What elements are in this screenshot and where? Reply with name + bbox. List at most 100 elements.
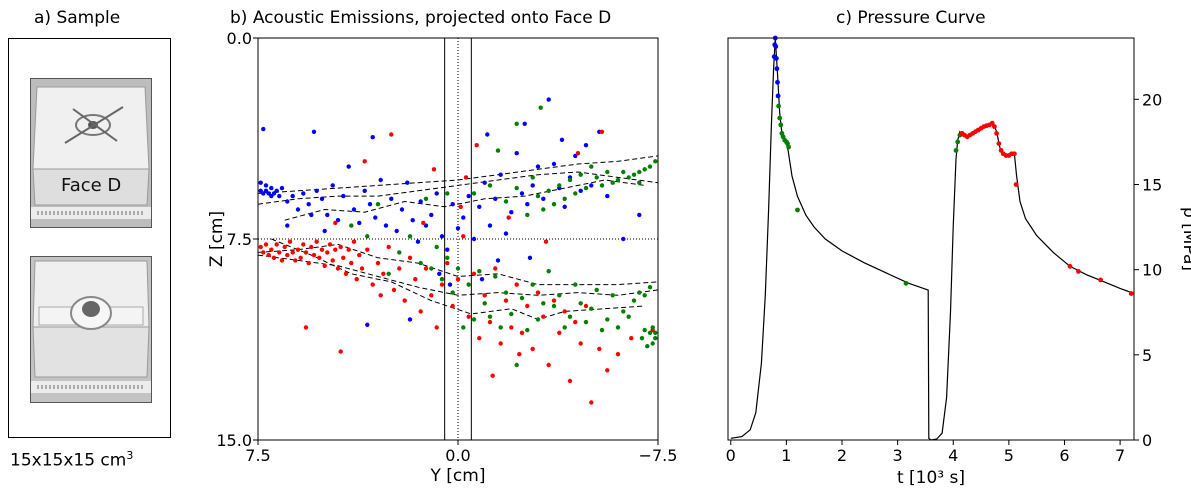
emission-point	[567, 177, 573, 183]
emission-point	[557, 330, 562, 335]
emission-point	[322, 228, 327, 234]
sample-photo-bottom-drawing	[31, 257, 151, 402]
emission-point	[365, 247, 370, 252]
emission-point	[645, 344, 650, 349]
emission-point	[386, 244, 391, 250]
emission-point	[285, 199, 290, 204]
emission-point	[578, 172, 583, 177]
emission-point	[479, 277, 485, 282]
emission-point	[317, 255, 322, 260]
emission-point	[370, 135, 375, 140]
emission-point	[530, 346, 535, 352]
emission-point	[498, 172, 503, 177]
emission-point	[498, 341, 503, 346]
emission-point	[647, 164, 653, 169]
emission-point	[546, 269, 551, 274]
emission-point	[362, 188, 367, 193]
emission-point	[357, 252, 362, 258]
emission-point	[365, 322, 370, 327]
emission-point	[589, 400, 594, 405]
emission-point	[514, 121, 519, 127]
y-tick-label: 15	[1142, 175, 1162, 194]
emission-point	[261, 126, 266, 132]
emission-point	[367, 202, 373, 207]
emission-point	[413, 277, 418, 282]
pressure-event-marker	[903, 280, 909, 286]
emission-point	[423, 223, 429, 228]
emission-point	[450, 202, 455, 207]
emission-point	[519, 191, 525, 196]
emission-point	[551, 303, 557, 309]
emission-point	[466, 193, 471, 199]
emission-point	[562, 309, 567, 314]
emission-point	[559, 137, 565, 142]
emission-point	[293, 258, 298, 263]
emission-point	[394, 228, 399, 234]
y-axis-label: Z [cm]	[207, 211, 227, 267]
emission-point	[351, 207, 357, 212]
emission-point	[541, 207, 546, 212]
plot-frame-c	[727, 37, 1135, 441]
emission-point	[546, 97, 551, 102]
panel-c-title: c) Pressure Curve	[836, 8, 986, 28]
emission-point	[525, 212, 530, 218]
emission-point	[621, 309, 626, 314]
emission-point	[551, 161, 557, 167]
emission-point	[519, 330, 525, 335]
emission-point	[573, 319, 578, 325]
emission-point	[503, 199, 509, 204]
emission-point	[269, 247, 274, 252]
emission-point	[509, 325, 514, 330]
emission-point	[637, 212, 642, 218]
emission-point	[418, 260, 423, 266]
emission-point	[458, 204, 463, 209]
emission-point	[589, 306, 594, 311]
emission-point	[578, 188, 583, 193]
pressure-event-marker	[1076, 269, 1081, 274]
emission-point	[277, 193, 282, 199]
emission-point	[415, 239, 421, 244]
emission-point	[482, 293, 487, 298]
emission-point	[434, 325, 439, 330]
emission-point	[375, 202, 381, 207]
emission-point	[447, 282, 453, 287]
emission-point	[487, 183, 493, 188]
emission-point	[541, 301, 546, 306]
pressure-event-marker	[1012, 151, 1017, 157]
emission-point	[495, 148, 501, 153]
emission-point	[349, 260, 354, 266]
emission-point	[647, 330, 653, 335]
emission-point	[439, 277, 445, 282]
pressure-event-marker	[992, 124, 997, 129]
emission-point	[503, 290, 509, 295]
x-tick-label: 1	[781, 446, 791, 465]
dashed-fracture-curve	[257, 155, 659, 194]
emission-point	[471, 236, 477, 242]
emission-point	[650, 325, 655, 330]
pressure-event-marker	[773, 44, 779, 49]
emission-point	[282, 244, 287, 250]
emission-point	[642, 327, 647, 333]
emission-point	[274, 242, 279, 247]
y-tick-label: 0	[1142, 431, 1152, 450]
emission-point	[359, 266, 365, 271]
pressure-event-marker	[774, 66, 780, 72]
emission-point	[319, 196, 325, 201]
sample-caption-text: 15x15x15 cm	[10, 450, 127, 471]
emission-point	[322, 263, 327, 268]
emission-point	[434, 244, 439, 250]
emission-point	[325, 250, 330, 255]
sample-frame: Face D	[8, 38, 171, 438]
emission-point	[397, 250, 402, 255]
emission-point	[378, 293, 383, 298]
emission-point	[557, 293, 562, 298]
x-tick-label: 6	[1059, 446, 1069, 465]
emission-point	[263, 183, 269, 188]
emission-point	[301, 242, 306, 247]
emission-point	[349, 223, 354, 228]
emission-point	[514, 185, 519, 191]
emission-point	[493, 266, 498, 271]
x-axis-label: Y [cm]	[430, 466, 486, 486]
emission-point	[653, 330, 658, 335]
emission-point	[594, 175, 599, 180]
